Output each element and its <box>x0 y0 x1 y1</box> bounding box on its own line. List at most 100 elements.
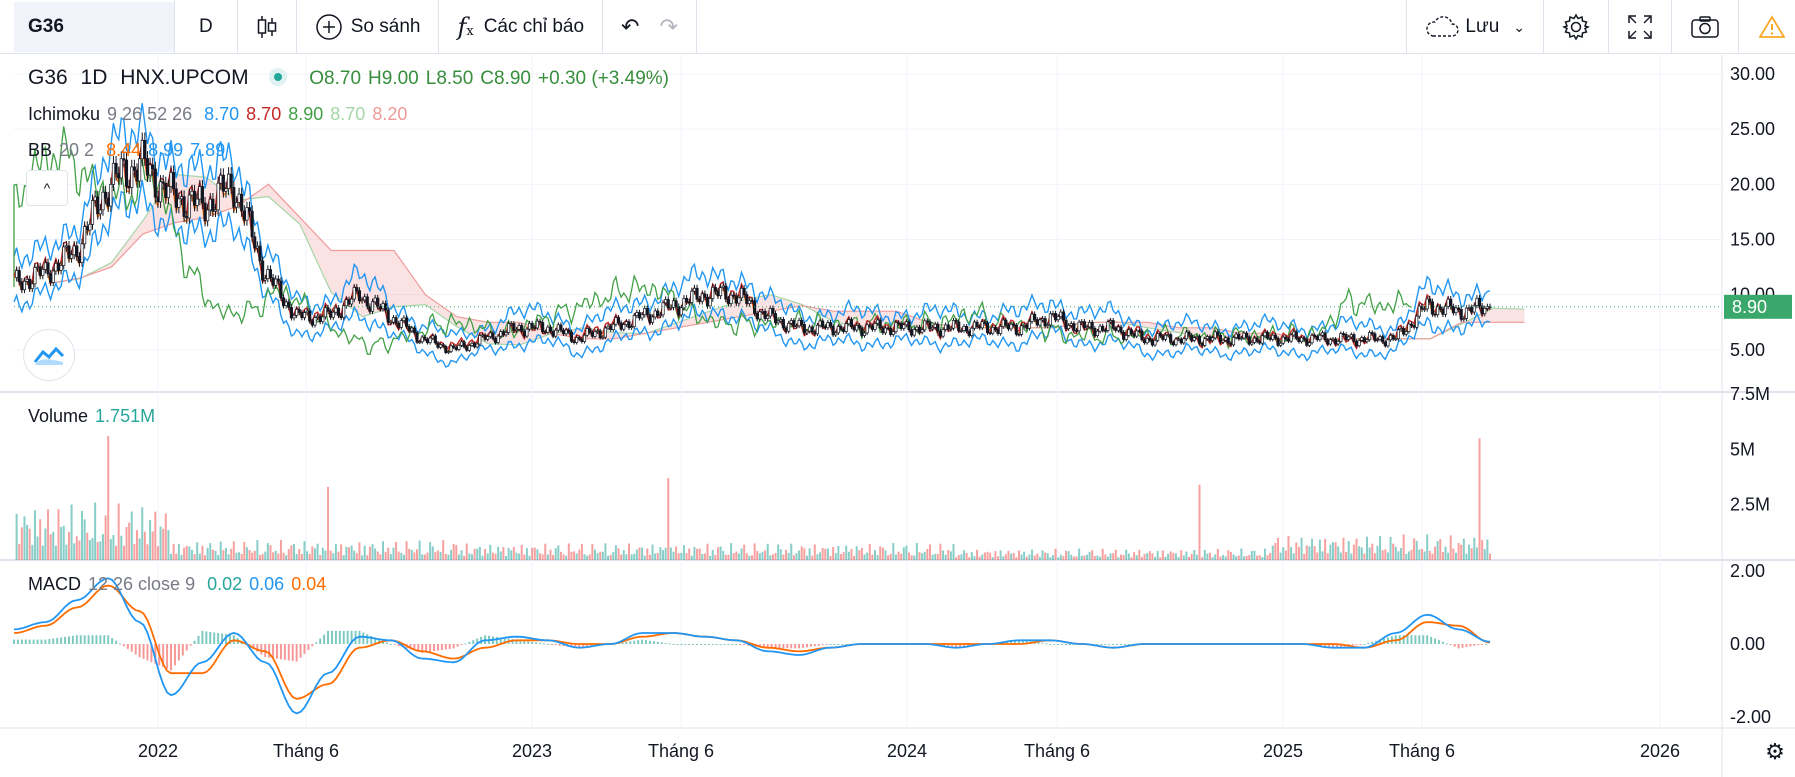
volume-bar <box>125 527 128 560</box>
price-candle-body <box>1153 339 1157 346</box>
volume-bar <box>408 548 411 560</box>
volume-bar <box>266 543 269 560</box>
redo-icon[interactable]: ↷ <box>659 13 678 39</box>
price-candle-body <box>852 326 856 331</box>
price-candle-body <box>1184 331 1188 340</box>
price-candle-body <box>449 345 453 352</box>
macd-histogram-bar <box>52 638 55 644</box>
price-candle-body <box>564 329 568 335</box>
volume-bar <box>1070 554 1073 560</box>
price-candle-body <box>750 300 754 302</box>
volume-bar <box>892 543 895 560</box>
price-candle-body <box>648 314 652 323</box>
macd-histogram-bar <box>707 644 710 645</box>
volume-bar <box>1015 557 1018 560</box>
volume-bar <box>1470 548 1473 560</box>
volume-bar <box>1363 553 1366 560</box>
macd-histogram-bar <box>67 636 70 644</box>
volume-bar <box>847 551 850 560</box>
volume-bar <box>1154 556 1157 560</box>
ichimoku-legend[interactable]: Ichimoku 9 26 52 26 8.70 8.70 8.90 8.70 8.20 <box>28 104 414 125</box>
macd-histogram-bar <box>766 644 769 649</box>
volume-bar <box>1169 551 1172 560</box>
price-candle-body <box>436 342 440 348</box>
price-candle-body <box>289 307 293 319</box>
macd-histogram-bar <box>307 644 310 651</box>
price-candle-body <box>779 319 783 322</box>
indicators-button[interactable]: fx Các chỉ báo <box>439 0 604 54</box>
price-candle-body <box>1273 334 1277 339</box>
volume-bar <box>1441 552 1444 560</box>
volume-bar <box>646 548 649 560</box>
top-toolbar: G36 D So sánh fx Các chỉ báo ↶ ↷ Lưu ⌄ <box>0 0 1795 54</box>
volume-bar <box>1054 548 1057 560</box>
price-candle-body <box>551 330 555 337</box>
volume-bar <box>423 554 426 560</box>
interval-button[interactable]: D <box>174 0 238 54</box>
volume-bar <box>1104 554 1107 560</box>
volume-bar <box>711 549 714 560</box>
volume-bar <box>1206 553 1209 560</box>
macd-histogram-bar <box>268 644 271 658</box>
price-candle-body <box>768 308 772 317</box>
macd-histogram-bar <box>1379 639 1382 644</box>
macd-histogram-bar <box>535 642 538 644</box>
volume-bar <box>1386 552 1389 560</box>
price-candle-body <box>493 338 498 343</box>
macd-histogram-bar <box>786 644 789 649</box>
price-candle-body <box>1195 336 1199 338</box>
volume-bar <box>586 555 589 560</box>
volume-bar <box>743 544 746 560</box>
volume-bar <box>1195 554 1198 560</box>
price-candle-body <box>1441 309 1445 315</box>
macd-histogram-bar <box>87 635 90 644</box>
volume-bar <box>978 556 981 560</box>
price-candle-body <box>742 287 746 295</box>
volume-bar <box>918 552 921 560</box>
market-status-dot[interactable] <box>269 68 288 86</box>
macd-histogram-bar <box>1025 640 1028 644</box>
price-candle-body <box>658 314 662 317</box>
macd-histogram-bar <box>955 644 958 649</box>
price-candle-body <box>1237 333 1241 339</box>
volume-bar <box>983 552 986 560</box>
price-candle-body <box>774 313 778 324</box>
price-candle-body <box>465 346 469 351</box>
volume-bar <box>41 545 44 560</box>
price-candle-body <box>569 331 573 342</box>
price-candle-body <box>234 202 238 208</box>
volume-bar <box>1478 438 1481 560</box>
screenshot-button[interactable] <box>1671 0 1738 54</box>
compare-button[interactable]: So sánh <box>297 0 440 54</box>
volume-bar <box>866 552 869 560</box>
price-candle-body <box>915 326 919 330</box>
price-candle-body <box>1224 337 1228 341</box>
symbol-search[interactable]: G36 <box>14 1 174 52</box>
volume-bar <box>931 554 934 560</box>
volume-legend[interactable]: Volume 1.751M <box>28 406 162 427</box>
bb-legend[interactable]: BB 20 2 8.44 8.99 7.89 <box>28 140 232 161</box>
logo[interactable] <box>24 330 74 380</box>
macd-histogram-bar <box>554 644 557 646</box>
price-candle-body <box>619 322 623 330</box>
price-candle-body <box>1477 297 1482 307</box>
volume-bar <box>1080 555 1083 560</box>
undo-icon[interactable]: ↶ <box>621 13 640 39</box>
macd-legend[interactable]: MACD 12 26 close 9 0.02 0.06 0.04 <box>28 574 333 595</box>
volume-bar <box>405 541 408 560</box>
save-button[interactable]: Lưu ⌄ <box>1406 0 1543 54</box>
volume-bar <box>593 549 596 560</box>
settings-button[interactable] <box>1543 0 1608 54</box>
chart-type-button[interactable] <box>238 0 297 54</box>
macd-histogram-bar <box>699 644 702 645</box>
macd-histogram-bar <box>841 644 844 645</box>
warning-button[interactable] <box>1738 0 1795 54</box>
volume-bar <box>491 552 494 560</box>
price-candle-body <box>211 198 215 212</box>
volume-bar <box>101 534 104 560</box>
volume-bar <box>939 543 942 560</box>
volume-bar <box>1452 548 1455 560</box>
collapse-legend-button[interactable]: ^ <box>26 170 68 206</box>
fullscreen-button[interactable] <box>1608 0 1671 54</box>
